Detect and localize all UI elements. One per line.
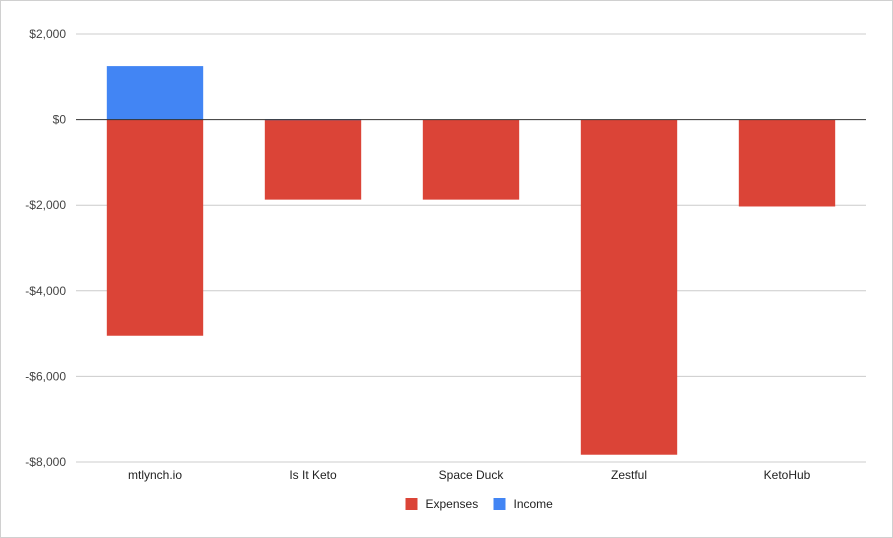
bar-expenses-3 xyxy=(580,119,678,455)
x-category-label: Space Duck xyxy=(439,468,505,482)
bar-expenses-1 xyxy=(264,119,362,200)
x-category-label: Is It Keto xyxy=(289,468,337,482)
bar-expenses-4 xyxy=(738,119,836,207)
gridlines xyxy=(76,33,866,463)
x-category-label: KetoHub xyxy=(764,468,811,482)
y-tick-label: -$6,000 xyxy=(25,369,66,383)
legend-swatch-income xyxy=(493,498,506,510)
y-tick-label: $2,000 xyxy=(29,27,66,41)
legend-label-expenses: Expenses xyxy=(426,497,479,511)
x-category-label: Zestful xyxy=(611,468,647,482)
y-axis-ticks: $2,000 $0 -$2,000 -$4,000 -$6,000 -$8,000 xyxy=(25,27,66,469)
x-axis-categories: mtlynch.io Is It Keto Space Duck Zestful Ket… xyxy=(128,468,811,482)
y-tick-label: $0 xyxy=(53,113,67,127)
bars xyxy=(106,66,836,455)
legend-label-income: Income xyxy=(514,497,554,511)
bar-expenses-0 xyxy=(106,119,204,336)
y-tick-label: -$8,000 xyxy=(25,455,66,469)
bar-expenses-2 xyxy=(422,119,520,200)
legend: Expenses Income xyxy=(405,497,554,511)
y-tick-label: -$2,000 xyxy=(25,198,66,212)
legend-swatch-expenses xyxy=(405,498,418,510)
bar-income-0 xyxy=(106,66,204,120)
x-category-label: mtlynch.io xyxy=(128,468,182,482)
y-tick-label: -$4,000 xyxy=(25,284,66,298)
